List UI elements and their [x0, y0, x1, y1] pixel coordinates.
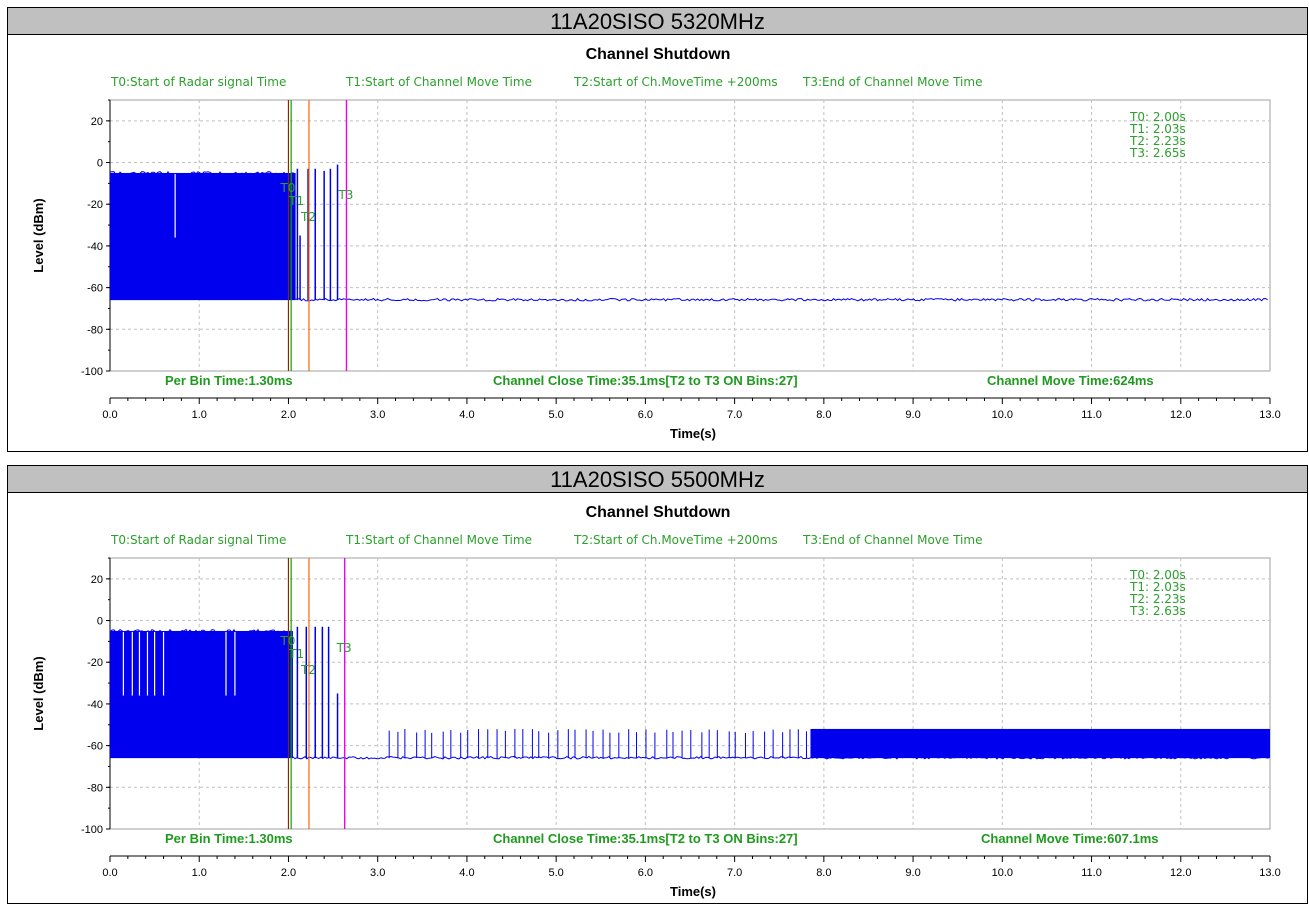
x-tick-label: 3.0: [370, 409, 385, 421]
x-tick-label: 1.0: [192, 409, 207, 421]
y-tick-label: -100: [81, 824, 103, 836]
panel-header-5320: 11A20SISO 5320MHz: [7, 7, 1308, 37]
x-axis-label: Time(s): [670, 426, 716, 441]
y-tick-label: -60: [87, 741, 103, 753]
x-tick-label: 13.0: [1259, 409, 1280, 421]
y-tick-label: -60: [87, 283, 103, 295]
x-tick-label: 0.0: [102, 409, 117, 421]
x-tick-label: 12.0: [1170, 409, 1191, 421]
x-axis-label: Time(s): [670, 884, 716, 899]
x-tick-label: 1.0: [192, 867, 207, 879]
y-tick-label: 0: [97, 158, 103, 170]
y-tick-label: -80: [87, 324, 103, 336]
x-tick-label: 4.0: [459, 867, 474, 879]
elevated-band: [810, 728, 1270, 759]
marker-value-t2: T2: 2.23s: [1129, 134, 1186, 148]
per-bin-time-label: Per Bin Time:1.30ms: [165, 373, 293, 388]
y-tick-label: -100: [81, 366, 103, 378]
x-tick-label: 5.0: [549, 409, 564, 421]
legend-entry-t0: T0:Start of Radar signal Time: [110, 533, 286, 547]
y-tick-label: 20: [91, 116, 103, 128]
x-tick-label: 5.0: [549, 867, 564, 879]
chart-panel-5320: Channel Shutdown T0:Start of Radar signal…: [7, 34, 1308, 452]
chart-title: Channel Shutdown: [586, 504, 731, 521]
x-axis: 0.0 1.0 2.0 3.0 4.0 5.0 6.0 7.0 8.0 9.0 10.0 11.0 12…: [102, 397, 1281, 421]
dense-signal-band: [110, 630, 293, 759]
x-axis: 0.0 1.0 2.0 3.0 4.0 5.0 6.0 7.0 8.0 9.0 10.0 11.0 12…: [102, 855, 1281, 879]
x-tick-label: 4.0: [459, 409, 474, 421]
plot-area: [109, 99, 1271, 372]
channel-shutdown-chart-5320: Channel Shutdown T0:Start of Radar signal…: [31, 46, 1281, 441]
legend-entry-t3: T3:End of Channel Move Time: [802, 75, 982, 89]
x-tick-label: 2.0: [281, 867, 296, 879]
x-tick-label: 10.0: [992, 867, 1013, 879]
marker-label-t2: T2: [300, 210, 316, 224]
x-tick-label: 9.0: [905, 867, 920, 879]
noise-floor: [295, 297, 1268, 302]
marker-value-t0: T0: 2.00s: [1129, 568, 1186, 582]
x-tick-label: 13.0: [1259, 867, 1280, 879]
x-tick-label: 12.0: [1170, 867, 1191, 879]
marker-value-t0: T0: 2.00s: [1129, 110, 1186, 124]
y-tick-label: 0: [97, 616, 103, 628]
chart-title: Channel Shutdown: [586, 46, 731, 63]
y-tick-label: -80: [87, 782, 103, 794]
x-tick-label: 8.0: [816, 867, 831, 879]
x-tick-label: 3.0: [370, 867, 385, 879]
x-tick-label: 10.0: [992, 409, 1013, 421]
y-axis: 20 0 -20 -40 -60 -80 -100: [81, 557, 111, 836]
x-tick-label: 7.0: [727, 409, 742, 421]
marker-value-t3: T3: 2.63s: [1129, 604, 1186, 618]
channel-shutdown-chart-5500: Channel Shutdown T0:Start of Radar signal…: [31, 504, 1281, 899]
x-tick-label: 8.0: [816, 409, 831, 421]
marker-label-t0: T0: [279, 181, 295, 195]
y-axis-label: Level (dBm): [31, 198, 46, 272]
marker-value-t2: T2: 2.23s: [1129, 592, 1186, 606]
grid-lines: [110, 100, 1270, 371]
x-tick-label: 6.0: [638, 409, 653, 421]
legend-entry-t1: T1:Start of Channel Move Time: [345, 75, 532, 89]
x-tick-label: 9.0: [905, 409, 920, 421]
channel-close-time-label: Channel Close Time:35.1ms[T2 to T3 ON Bi…: [493, 831, 798, 846]
dense-signal-band: [110, 172, 296, 301]
channel-move-time-label: Channel Move Time:607.1ms: [981, 831, 1159, 846]
per-bin-time-label: Per Bin Time:1.30ms: [165, 831, 293, 846]
marker-label-t1: T1: [288, 194, 304, 208]
marker-value-t3: T3: 2.65s: [1129, 146, 1186, 160]
marker-label-t2: T2: [300, 663, 316, 677]
y-tick-label: 20: [91, 574, 103, 586]
marker-label-t3: T3: [336, 641, 352, 655]
x-tick-label: 0.0: [102, 867, 117, 879]
marker-value-t1: T1: 2.03s: [1129, 580, 1186, 594]
marker-label-t3: T3: [337, 188, 353, 202]
channel-move-time-label: Channel Move Time:624ms: [987, 373, 1154, 388]
chart-panel-5500: Channel Shutdown T0:Start of Radar signal…: [7, 492, 1308, 904]
x-tick-label: 7.0: [727, 867, 742, 879]
trace-series: [109, 164, 1268, 302]
panel-header-5500: 11A20SISO 5500MHz: [7, 465, 1308, 495]
marker-value-t1: T1: 2.03s: [1129, 122, 1186, 136]
x-tick-label: 2.0: [281, 409, 296, 421]
y-tick-label: -20: [87, 657, 103, 669]
marker-label-t0: T0: [279, 634, 295, 648]
y-tick-label: -40: [87, 699, 103, 711]
legend-entry-t2: T2:Start of Ch.MoveTime +200ms: [573, 533, 778, 547]
x-tick-label: 11.0: [1081, 867, 1102, 879]
y-axis-label: Level (dBm): [31, 656, 46, 730]
y-tick-label: -20: [87, 199, 103, 211]
legend-entry-t2: T2:Start of Ch.MoveTime +200ms: [573, 75, 778, 89]
dense-band-edge: [109, 170, 294, 177]
x-tick-label: 11.0: [1081, 409, 1102, 421]
x-tick-label: 6.0: [638, 867, 653, 879]
plot-area: [109, 557, 1271, 830]
trace-series: [109, 626, 1270, 760]
legend-entry-t1: T1:Start of Channel Move Time: [345, 533, 532, 547]
y-tick-label: -40: [87, 241, 103, 253]
dense-band-edge: [109, 628, 293, 635]
legend-entry-t3: T3:End of Channel Move Time: [802, 533, 982, 547]
legend-entry-t0: T0:Start of Radar signal Time: [110, 75, 286, 89]
y-axis: 20 0 -20 -40 -60 -80 -100: [81, 99, 111, 378]
marker-label-t1: T1: [288, 647, 304, 661]
channel-close-time-label: Channel Close Time:35.1ms[T2 to T3 ON Bi…: [493, 373, 798, 388]
